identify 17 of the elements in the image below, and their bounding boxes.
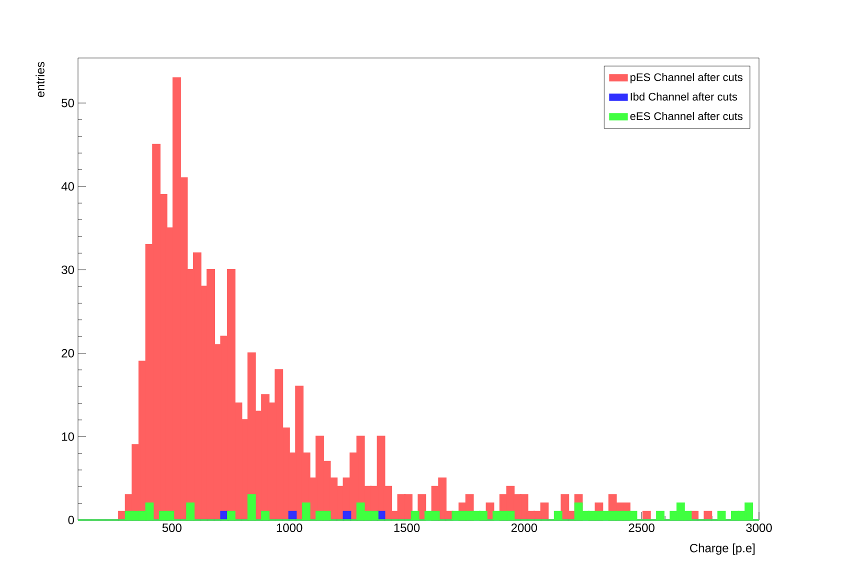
y-tick-label: 10: [62, 432, 74, 441]
legend-label: pES Channel after cuts: [630, 73, 743, 84]
y-tick-label: 40: [61, 182, 74, 191]
legend-label: Ibd Channel after cuts: [630, 92, 738, 101]
y-tick-label: 50: [62, 98, 74, 108]
x-tick-label: 1500: [394, 524, 420, 532]
y-tick-label: 0: [68, 516, 74, 524]
x-tick-label: 2500: [628, 524, 654, 532]
x-tick-label: 1000: [276, 524, 302, 532]
y-tick-label: 30: [62, 266, 74, 274]
x-tick-label: 3000: [746, 524, 772, 532]
x-tick-label: 500: [162, 524, 182, 532]
x-axis-title: Charge [p.e]: [690, 544, 755, 555]
y-axis-title: entries: [36, 62, 44, 98]
legend-label: eES Channel after cuts: [630, 112, 743, 120]
x-tick-label: 2000: [511, 524, 538, 532]
y-tick-label: 20: [62, 348, 74, 358]
